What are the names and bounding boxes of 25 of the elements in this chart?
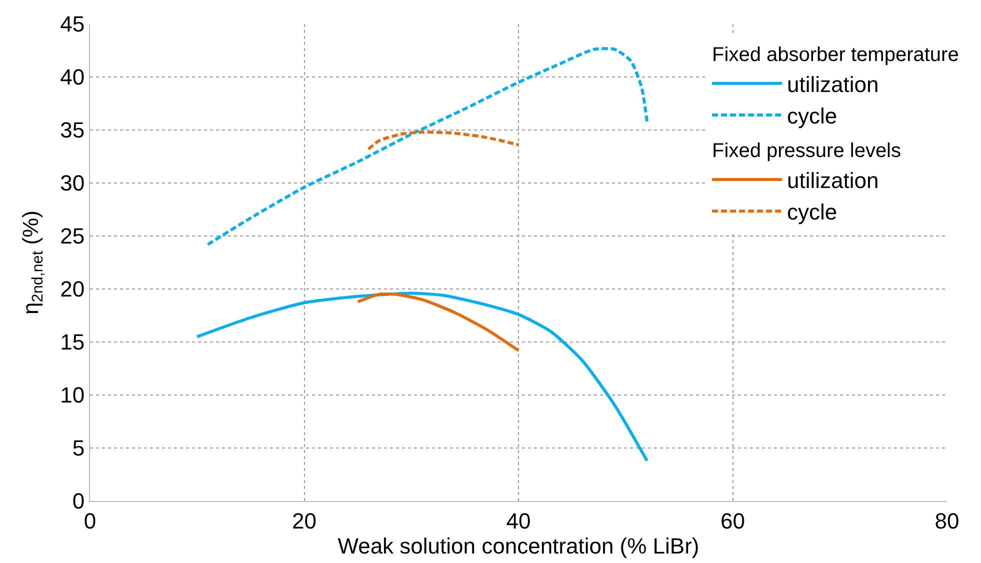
y-tick-label: 45 [60, 12, 85, 37]
legend-label: utilization [787, 72, 879, 97]
line-series [367, 130, 520, 151]
x-tick-label: 40 [506, 508, 531, 534]
y-tick-label: 15 [60, 330, 85, 355]
line-series [196, 292, 649, 462]
legend-label: utilization [787, 168, 879, 194]
legend-label: cycle [787, 104, 838, 129]
line-series [356, 292, 520, 352]
y-tick-label: 5 [72, 436, 85, 461]
y-tick-label: 30 [60, 170, 85, 196]
y-tick-label: 0 [72, 488, 85, 514]
line-series [206, 47, 649, 246]
y-tick-label: 10 [60, 382, 85, 408]
x-tick-label: 20 [292, 508, 316, 534]
x-tick-label: 80 [934, 508, 960, 534]
annotation: Fixed pressure levels [712, 140, 902, 162]
x-tick-label: 60 [720, 508, 745, 534]
annotation: Fixed absorber temperature [712, 44, 959, 66]
y-tick-label: 25 [60, 224, 85, 249]
y-tick-label: 35 [60, 118, 85, 143]
x-axis-title: Weak solution concentration (% LiBr) [338, 533, 700, 558]
y-tick-label: 20 [60, 276, 85, 302]
legend-label: cycle [787, 200, 838, 225]
y-tick-label: 40 [60, 64, 85, 90]
